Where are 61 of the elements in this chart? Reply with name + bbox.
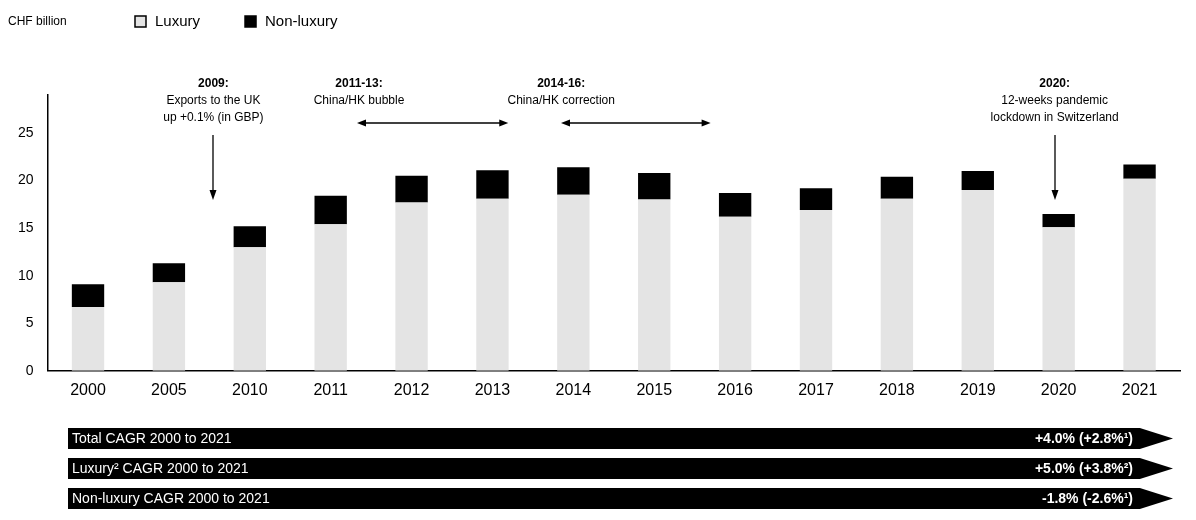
bar — [395, 175, 428, 203]
bar — [961, 190, 994, 371]
x-tick-label: 2015 — [636, 380, 673, 398]
bar — [1042, 227, 1075, 371]
x-tick-label: 2005 — [151, 380, 187, 398]
y-tick-label: 10 — [17, 266, 34, 283]
bar — [718, 216, 752, 371]
text: Luxury² CAGR 2000 to 2021 — [72, 460, 249, 476]
y-tick-label: 0 — [25, 361, 34, 378]
bar — [799, 188, 833, 211]
x-tick-label: 2020 — [1040, 380, 1077, 398]
bar — [718, 192, 752, 217]
bar — [1123, 164, 1156, 179]
y-tick-label: 20 — [17, 171, 34, 188]
x-tick-label: 2012 — [393, 380, 430, 398]
bar — [71, 307, 105, 371]
bar — [476, 170, 509, 199]
x-tick-label: 2018 — [879, 380, 915, 398]
x-tick-label: 2019 — [959, 380, 996, 398]
x-tick-label: 2014 — [555, 380, 592, 398]
legend-label: Non-luxury — [265, 12, 339, 30]
bar — [395, 202, 428, 371]
annotation: 2020: 12-weeks pandemic lockdown in Switzerland — [990, 76, 1119, 125]
x-tick-label: 2021 — [1121, 380, 1158, 398]
text: Total CAGR 2000 to 2021 — [72, 430, 232, 446]
x-tick-label: 2016 — [717, 380, 754, 398]
bar — [961, 171, 994, 191]
bar — [233, 247, 266, 371]
x-tick-label: 2010 — [231, 380, 268, 398]
text: Non-luxury CAGR 2000 to 2021 — [72, 490, 270, 506]
text: -1.8% (-2.6%¹) — [1041, 490, 1133, 506]
bar — [314, 224, 347, 371]
y-tick-label: 5 — [25, 314, 34, 331]
bar — [880, 198, 914, 371]
bar — [152, 263, 186, 283]
bar — [557, 167, 590, 195]
text: CHF billion — [8, 14, 67, 29]
bar — [638, 199, 671, 371]
x-tick-label: 2017 — [798, 380, 834, 398]
annotation: 2009: Exports to the UK up +0.1% (in GBP) — [163, 76, 264, 125]
bar — [1123, 178, 1156, 371]
bar — [152, 282, 186, 371]
text: +5.0% (+3.8%²) — [1034, 460, 1133, 476]
x-tick-label: 2000 — [70, 380, 106, 398]
x-tick-label: 2013 — [474, 380, 511, 398]
bar — [799, 210, 833, 371]
text: +4.0% (+2.8%¹) — [1034, 430, 1133, 446]
annotation: 2014-16: China/HK correction — [507, 76, 615, 108]
y-tick-label: 25 — [17, 123, 34, 140]
annotation: 2011-13: China/HK bubble — [313, 76, 405, 108]
bar — [880, 176, 914, 199]
bar — [476, 198, 509, 371]
bar — [1042, 213, 1075, 228]
x-tick-label: 2011 — [313, 380, 348, 398]
bar — [314, 195, 347, 225]
y-tick-label: 15 — [17, 219, 34, 235]
bar — [233, 226, 266, 248]
bar — [638, 172, 671, 200]
bar — [71, 284, 105, 308]
bar — [557, 194, 590, 371]
legend-label: Luxury — [155, 12, 201, 30]
